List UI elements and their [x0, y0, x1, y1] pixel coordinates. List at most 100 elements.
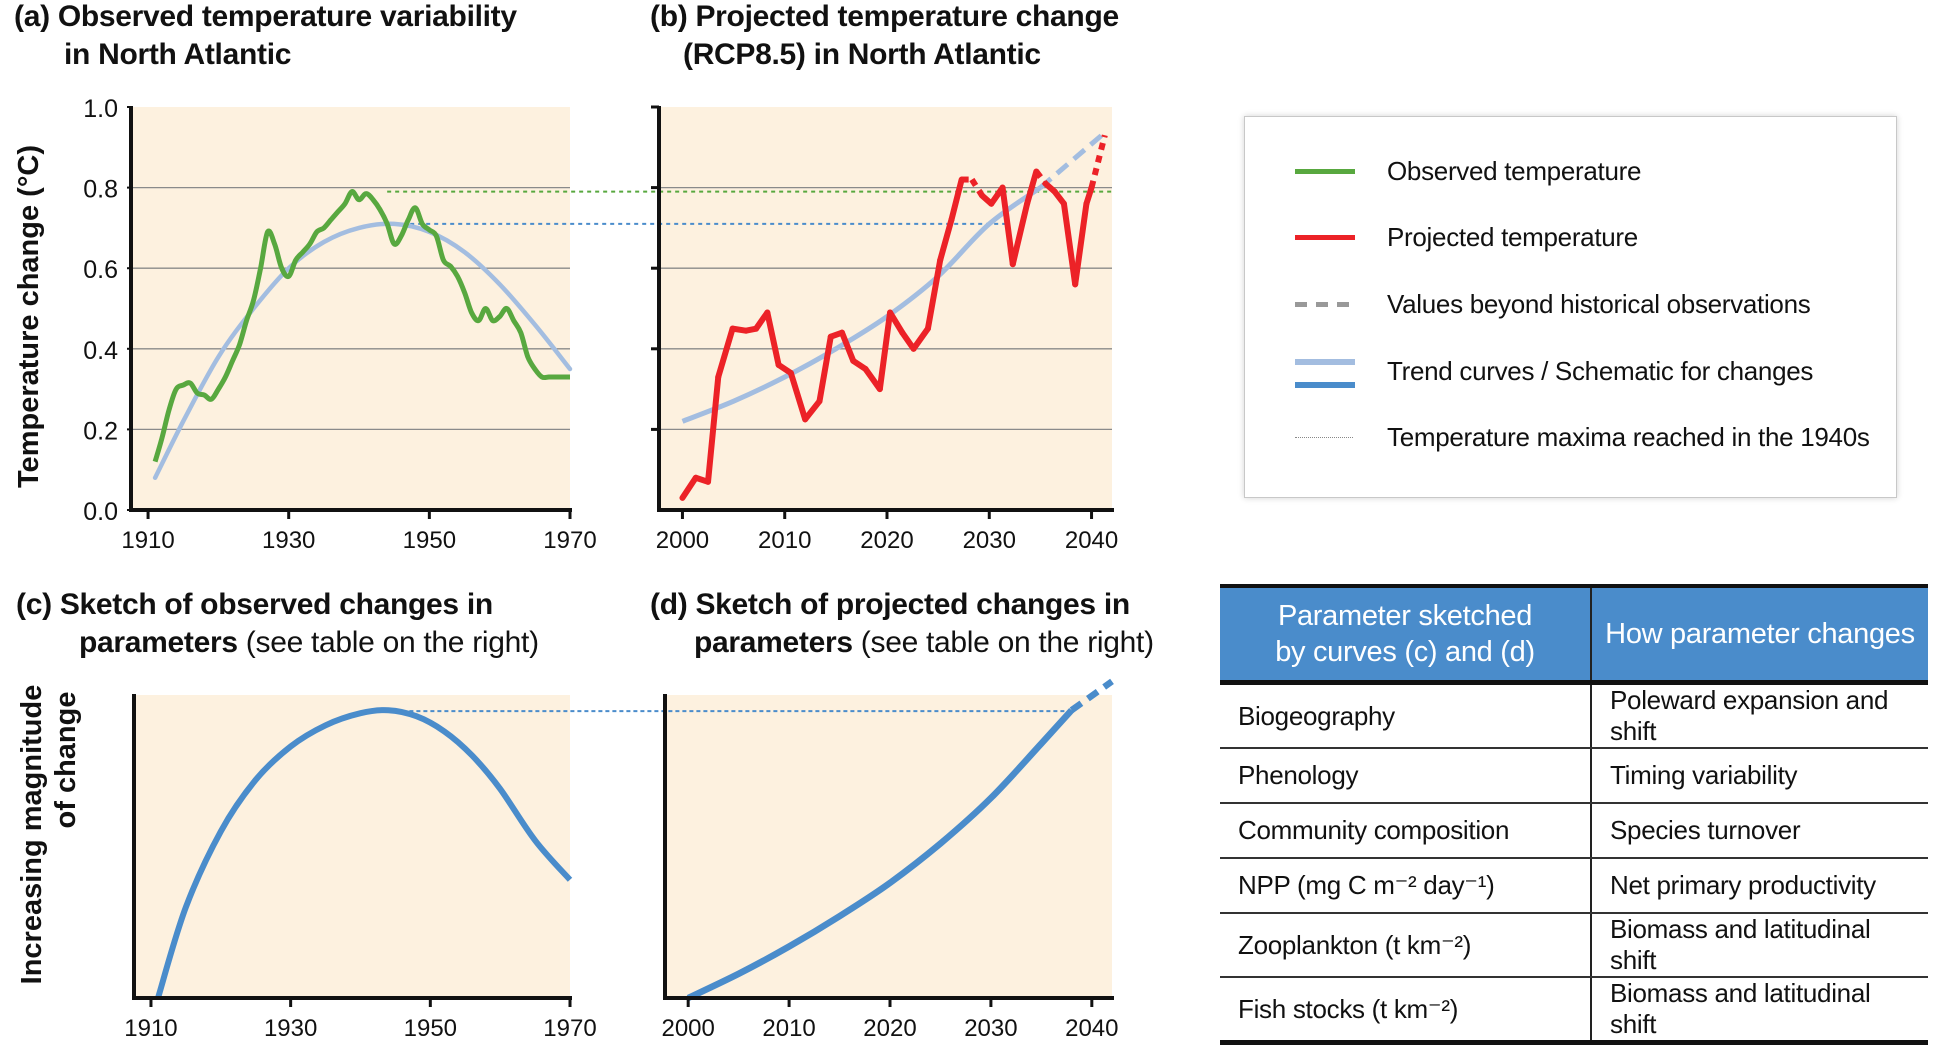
table-cell-parameter: Phenology — [1220, 748, 1592, 804]
projected-temperature-segment — [715, 325, 736, 381]
table-cell-parameter: Biogeography — [1220, 682, 1592, 749]
y-tick-label: 0.6 — [83, 256, 118, 284]
y-axis-title-line1: Increasing magnitude — [16, 685, 48, 985]
panel-d-title: (d) Sketch of projected changes in param… — [650, 586, 1154, 662]
observed-line-icon — [1295, 151, 1355, 191]
table-header-change: How parameter changes — [1591, 586, 1928, 683]
plot-area-a — [131, 107, 570, 510]
x-tick-label: 1970 — [543, 527, 596, 554]
table-cell-parameter: Fish stocks (t km⁻²) — [1220, 977, 1592, 1045]
projected-line-icon — [1295, 217, 1355, 257]
projected-temperature-segment — [705, 374, 722, 485]
plot-area-c — [134, 695, 570, 998]
projected-temperature-segment — [924, 257, 944, 332]
panel-a-title: (a) Observed temperature variability in … — [14, 0, 517, 74]
table-cell-change: Species turnover — [1591, 803, 1928, 859]
observed-temperature-line — [152, 189, 570, 463]
table-header-parameter: Parameter sketched by curves (c) and (d) — [1220, 586, 1592, 683]
x-tick-label: 2030 — [964, 1015, 1017, 1037]
parameter-table: Parameter sketched by curves (c) and (d)… — [1220, 584, 1928, 1045]
x-tick-label: 1970 — [543, 1015, 596, 1037]
schematic-curve-c — [155, 707, 573, 999]
legend-label: Temperature maxima reached in the 1940s — [1387, 421, 1870, 452]
panel-c-title: (c) Sketch of observed changes in parame… — [16, 586, 539, 662]
panel-c-title-line1: Sketch of observed changes in — [59, 588, 493, 621]
projected-temperature-beyond-segment — [969, 177, 985, 198]
panel-b-title-line1: Projected temperature change — [695, 0, 1119, 33]
panel-d-label: (d) — [650, 588, 688, 621]
table-cell-parameter: Community composition — [1220, 803, 1592, 859]
table-row: Fish stocks (t km⁻²) Biomass and latitud… — [1220, 977, 1928, 1045]
legend-label: Values beyond historical observations — [1387, 288, 1811, 319]
schematic-curve-d-beyond — [1069, 678, 1114, 713]
trend-curve-b — [681, 185, 1042, 424]
table-row: Zooplankton (t km⁻²) Biomass and latitud… — [1220, 913, 1928, 978]
y-tick-label: 1.0 — [83, 95, 118, 123]
x-tick-label: 1950 — [404, 1015, 457, 1037]
x-tick-label: 1950 — [403, 527, 456, 554]
projected-temperature-segment — [839, 329, 857, 364]
table-row: Biogeography Poleward expansion and shif… — [1220, 682, 1928, 749]
x-tick-label: 2000 — [661, 1015, 714, 1037]
legend-item-observed: Observed temperature — [1295, 151, 1641, 191]
legend-label: Trend curves / Schematic for changes — [1387, 355, 1814, 386]
x-tick-label: 1910 — [124, 1015, 177, 1037]
x-tick-label: 1910 — [121, 527, 174, 554]
projected-temperature-segment — [910, 325, 931, 352]
projected-temperature-segment — [1060, 200, 1079, 288]
table-cell-change: Poleward expansion and shift — [1591, 682, 1928, 749]
projected-temperature-segment — [816, 333, 834, 405]
panel-d-title-line1: Sketch of projected changes in — [695, 588, 1130, 621]
panel-b-label: (b) — [650, 0, 688, 33]
projected-temperature-segment — [1072, 200, 1090, 288]
panel-a-label: (a) — [14, 0, 50, 33]
legend-item-trend: Trend curves / Schematic for changes — [1295, 351, 1813, 391]
x-tick-label: 2020 — [860, 527, 913, 554]
x-tick-label: 1930 — [264, 1015, 317, 1037]
projected-temperature-segment — [999, 184, 1016, 268]
projected-temperature-segment — [802, 398, 823, 423]
panel-c-title-line2-bold: parameters — [79, 626, 238, 659]
x-tick-label: 2000 — [656, 527, 709, 554]
projected-temperature-beyond-segment — [1033, 169, 1048, 186]
x-tick-label: 2010 — [762, 1015, 815, 1037]
y-axis-title-line2: of change — [50, 692, 82, 829]
x-tick-label: 2020 — [863, 1015, 916, 1037]
legend-item-projected: Projected temperature — [1295, 217, 1638, 257]
projected-temperature-segment — [679, 474, 699, 501]
projected-temperature-segment — [876, 309, 894, 393]
table-cell-change: Timing variability — [1591, 748, 1928, 804]
table-row: NPP (mg C m⁻² day⁻¹) Net primary product… — [1220, 858, 1928, 914]
header-line1: Parameter sketched — [1277, 600, 1533, 632]
table-cell-change: Biomass and latitudinal shift — [1591, 913, 1928, 978]
table-cell-change: Net primary productivity — [1591, 858, 1928, 914]
x-tick-label: 2030 — [963, 527, 1016, 554]
legend-item-beyond: Values beyond historical observations — [1295, 284, 1811, 324]
table-row: Phenology Timing variability — [1220, 748, 1928, 804]
projected-temperature-segment — [787, 369, 809, 423]
y-axis-title: Temperature change (°C) — [13, 145, 45, 488]
dotted-line-icon — [1295, 417, 1355, 457]
panel-b-title: (b) Projected temperature change (RCP8.5… — [650, 0, 1119, 74]
projected-temperature-beyond-segment — [1088, 134, 1108, 189]
legend-label: Projected temperature — [1387, 221, 1638, 252]
x-tick-label: 2040 — [1065, 1015, 1118, 1037]
projected-temperature-segment — [887, 309, 906, 336]
projected-temperature-segment — [948, 176, 965, 223]
projected-temperature-segment — [937, 216, 955, 264]
y-tick-label: 0.4 — [83, 337, 118, 365]
table-cell-parameter: NPP (mg C m⁻² day⁻¹) — [1220, 858, 1592, 914]
plot-area-b — [659, 107, 1112, 510]
table-row: Community composition Species turnover — [1220, 803, 1928, 859]
panel-a-title-line2: in North Atlantic — [64, 38, 292, 71]
table-header-row: Parameter sketched by curves (c) and (d)… — [1220, 586, 1928, 683]
trend-lines-icon — [1295, 351, 1355, 391]
dashed-line-icon — [1295, 284, 1355, 324]
panel-c-label: (c) — [16, 588, 52, 621]
y-tick-label: 0.0 — [83, 498, 118, 526]
x-tick-label: 1930 — [262, 527, 315, 554]
projected-temperature-segment — [1083, 184, 1095, 207]
y-tick-label: 0.8 — [83, 176, 118, 204]
panel-d-title-line2-bold: parameters — [694, 626, 853, 659]
